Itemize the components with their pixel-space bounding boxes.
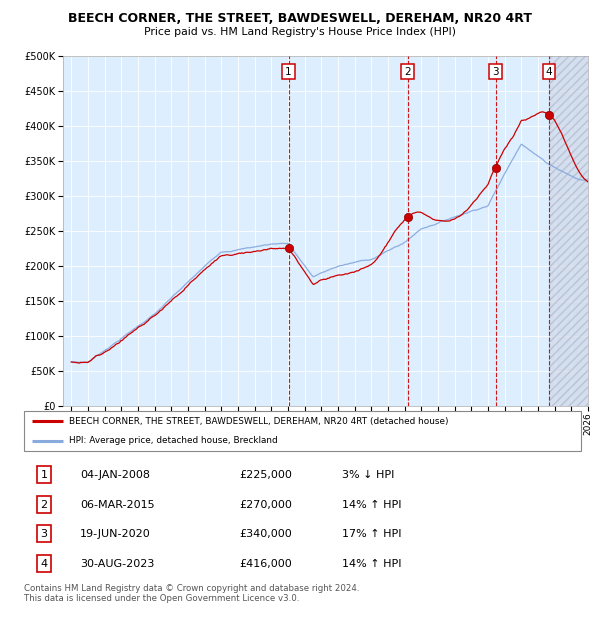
Text: 14% ↑ HPI: 14% ↑ HPI [342,500,401,510]
Text: 04-JAN-2008: 04-JAN-2008 [80,470,150,480]
Text: BEECH CORNER, THE STREET, BAWDESWELL, DEREHAM, NR20 4RT (detached house): BEECH CORNER, THE STREET, BAWDESWELL, DE… [68,417,448,425]
Text: 3% ↓ HPI: 3% ↓ HPI [342,470,394,480]
Text: 30-AUG-2023: 30-AUG-2023 [80,559,154,569]
Text: 4: 4 [41,559,47,569]
Text: 2: 2 [41,500,47,510]
Text: £416,000: £416,000 [239,559,292,569]
Text: 14% ↑ HPI: 14% ↑ HPI [342,559,401,569]
Text: BEECH CORNER, THE STREET, BAWDESWELL, DEREHAM, NR20 4RT: BEECH CORNER, THE STREET, BAWDESWELL, DE… [68,12,532,25]
Text: Contains HM Land Registry data © Crown copyright and database right 2024.
This d: Contains HM Land Registry data © Crown c… [24,584,359,603]
Text: 3: 3 [41,529,47,539]
Text: Price paid vs. HM Land Registry's House Price Index (HPI): Price paid vs. HM Land Registry's House … [144,27,456,37]
Text: £225,000: £225,000 [239,470,292,480]
Bar [549,56,600,406]
Text: 19-JUN-2020: 19-JUN-2020 [80,529,151,539]
Text: 4: 4 [545,66,553,76]
Text: HPI: Average price, detached house, Breckland: HPI: Average price, detached house, Brec… [68,436,277,445]
Text: 06-MAR-2015: 06-MAR-2015 [80,500,154,510]
Text: 3: 3 [493,66,499,76]
Text: 2: 2 [404,66,411,76]
FancyBboxPatch shape [24,411,581,451]
Text: £340,000: £340,000 [239,529,292,539]
Text: 1: 1 [41,470,47,480]
Text: £270,000: £270,000 [239,500,292,510]
Text: 17% ↑ HPI: 17% ↑ HPI [342,529,401,539]
Text: 1: 1 [285,66,292,76]
